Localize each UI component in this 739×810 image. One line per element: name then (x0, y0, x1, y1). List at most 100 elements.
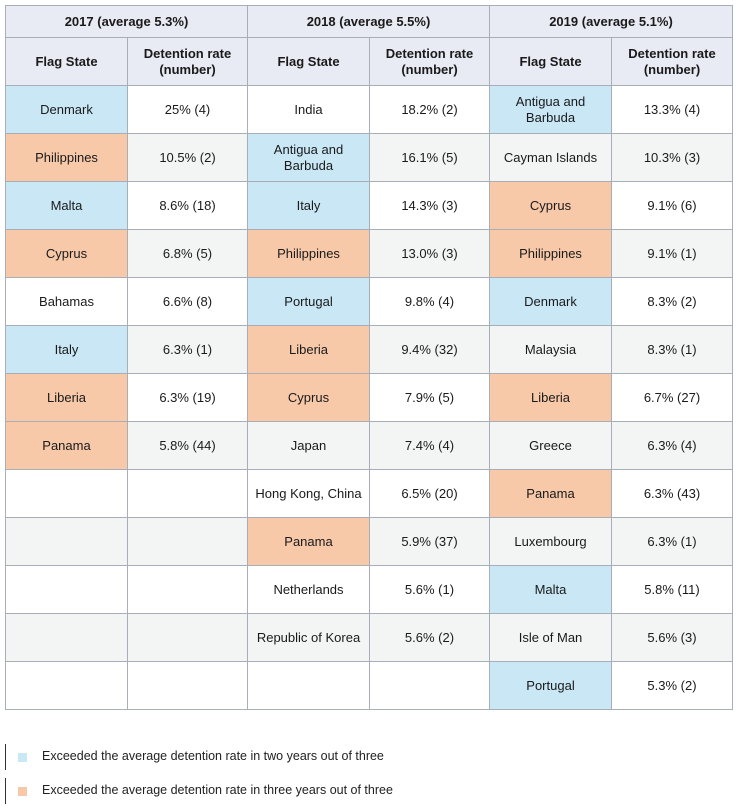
detention-rate-cell: 8.3% (1) (611, 325, 733, 374)
year-header: 2018 (average 5.5%) (247, 5, 490, 38)
flag-state-cell (5, 661, 128, 710)
detention-rate-cell (127, 613, 248, 662)
flag-state-cell: Luxembourg (489, 517, 612, 566)
table-row: Bahamas 6.6% (8) Portugal 9.8% (4) Denmark 8.… (5, 277, 733, 326)
flag-state-cell: Denmark (5, 85, 128, 134)
legend-two-years: Exceeded the average detention rate in t… (5, 744, 506, 770)
year-header: 2019 (average 5.1%) (489, 5, 733, 38)
detention-rate-cell (369, 661, 490, 710)
detention-rate-cell: 10.3% (3) (611, 133, 733, 182)
column-header-detention-rate: Detention rate (number) (369, 37, 490, 86)
flag-state-cell: Denmark (489, 277, 612, 326)
detention-rate-cell: 9.8% (4) (369, 277, 490, 326)
flag-state-cell: Netherlands (247, 565, 370, 614)
detention-rate-cell: 18.2% (2) (369, 85, 490, 134)
detention-rate-cell: 6.3% (4) (611, 421, 733, 470)
flag-state-cell: Philippines (247, 229, 370, 278)
flag-state-cell: Panama (247, 517, 370, 566)
legend-three-years: Exceeded the average detention rate in t… (5, 778, 506, 804)
detention-rate-cell: 5.6% (1) (369, 565, 490, 614)
detention-rate-cell (127, 469, 248, 518)
table-row: Malta 8.6% (18) Italy 14.3% (3) Cyprus 9.1% (… (5, 181, 733, 230)
table-row: Denmark 25% (4) India 18.2% (2) Antigua and … (5, 85, 733, 134)
detention-rate-cell: 13.0% (3) (369, 229, 490, 278)
flag-state-cell: Greece (489, 421, 612, 470)
flag-state-cell (5, 517, 128, 566)
detention-rate-cell: 6.5% (20) (369, 469, 490, 518)
flag-state-cell: Philippines (489, 229, 612, 278)
flag-state-cell: Cyprus (247, 373, 370, 422)
detention-rate-table: 2017 (average 5.3%) 2018 (average 5.5%) 20… (5, 5, 733, 710)
flag-state-cell: Italy (5, 325, 128, 374)
legend-label-three-years: Exceeded the average detention rate in t… (42, 783, 393, 797)
column-header-flag-state: Flag State (5, 37, 128, 86)
detention-rate-cell: 9.1% (1) (611, 229, 733, 278)
flag-state-cell (247, 661, 370, 710)
flag-state-cell: Portugal (489, 661, 612, 710)
flag-state-cell: Malta (5, 181, 128, 230)
detention-rate-cell: 6.3% (19) (127, 373, 248, 422)
detention-rate-cell: 5.8% (44) (127, 421, 248, 470)
detention-rate-cell: 7.4% (4) (369, 421, 490, 470)
detention-rate-cell: 14.3% (3) (369, 181, 490, 230)
year-header: 2017 (average 5.3%) (5, 5, 248, 38)
table-row: Panama 5.8% (44) Japan 7.4% (4) Greece 6.3% (… (5, 421, 733, 470)
column-header-detention-rate: Detention rate (number) (127, 37, 248, 86)
detention-rate-cell (127, 661, 248, 710)
flag-state-cell: Portugal (247, 277, 370, 326)
detention-rate-cell: 9.1% (6) (611, 181, 733, 230)
detention-rate-cell: 5.3% (2) (611, 661, 733, 710)
table-row: Italy 6.3% (1) Liberia 9.4% (32) Malaysia 8.3… (5, 325, 733, 374)
table-row: Cyprus 6.8% (5) Philippines 13.0% (3) Philip… (5, 229, 733, 278)
detention-rate-cell: 5.6% (2) (369, 613, 490, 662)
detention-rate-cell: 6.3% (1) (127, 325, 248, 374)
flag-state-cell: Italy (247, 181, 370, 230)
detention-rate-cell: 5.9% (37) (369, 517, 490, 566)
flag-state-cell (5, 613, 128, 662)
table-row: Panama 5.9% (37) Luxembourg 6.3% (1) (5, 517, 733, 566)
flag-state-cell: Liberia (247, 325, 370, 374)
detention-rate-cell (127, 565, 248, 614)
detention-rate-cell: 6.3% (1) (611, 517, 733, 566)
flag-state-cell: Bahamas (5, 277, 128, 326)
detention-rate-cell: 10.5% (2) (127, 133, 248, 182)
legend-swatch-two-years (18, 753, 27, 762)
flag-state-cell (5, 469, 128, 518)
detention-rate-cell: 6.8% (5) (127, 229, 248, 278)
column-header-detention-rate: Detention rate (number) (611, 37, 733, 86)
detention-rate-cell: 5.6% (3) (611, 613, 733, 662)
flag-state-cell: Cyprus (489, 181, 612, 230)
detention-rate-cell (127, 517, 248, 566)
detention-rate-cell: 5.8% (11) (611, 565, 733, 614)
table-row: Hong Kong, China 6.5% (20) Panama 6.3% (43) (5, 469, 733, 518)
detention-rate-cell: 9.4% (32) (369, 325, 490, 374)
flag-state-cell: India (247, 85, 370, 134)
flag-state-cell: Japan (247, 421, 370, 470)
flag-state-cell: Liberia (5, 373, 128, 422)
detention-rate-cell: 13.3% (4) (611, 85, 733, 134)
flag-state-cell: Malta (489, 565, 612, 614)
flag-state-cell: Antigua and Barbuda (489, 85, 612, 134)
column-header-flag-state: Flag State (489, 37, 612, 86)
detention-rate-cell: 8.6% (18) (127, 181, 248, 230)
detention-rate-cell: 6.7% (27) (611, 373, 733, 422)
table-row: Republic of Korea 5.6% (2) Isle of Man 5.6%… (5, 613, 733, 662)
detention-rate-cell: 25% (4) (127, 85, 248, 134)
flag-state-cell: Panama (5, 421, 128, 470)
detention-rate-cell: 6.3% (43) (611, 469, 733, 518)
table-row: Netherlands 5.6% (1) Malta 5.8% (11) (5, 565, 733, 614)
flag-state-cell: Republic of Korea (247, 613, 370, 662)
flag-state-cell: Liberia (489, 373, 612, 422)
legend-swatch-three-years (18, 787, 27, 796)
detention-rate-cell: 8.3% (2) (611, 277, 733, 326)
table-row: Liberia 6.3% (19) Cyprus 7.9% (5) Liberia 6.7… (5, 373, 733, 422)
flag-state-cell: Panama (489, 469, 612, 518)
flag-state-cell: Cayman Islands (489, 133, 612, 182)
flag-state-cell: Malaysia (489, 325, 612, 374)
flag-state-cell: Hong Kong, China (247, 469, 370, 518)
detention-rate-cell: 16.1% (5) (369, 133, 490, 182)
legend-label-two-years: Exceeded the average detention rate in t… (42, 749, 384, 763)
flag-state-cell: Philippines (5, 133, 128, 182)
table-row: Portugal 5.3% (2) (5, 661, 733, 710)
column-header-flag-state: Flag State (247, 37, 370, 86)
